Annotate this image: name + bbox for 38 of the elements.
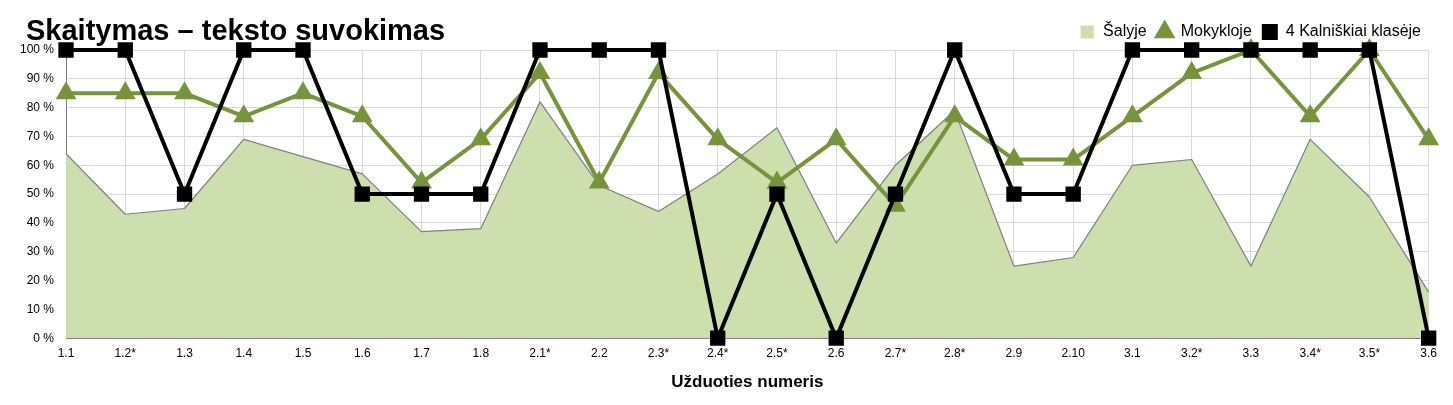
x-tick-label: 1.6 <box>353 345 371 360</box>
x-tick-label: 1.2* <box>114 345 137 360</box>
x-tick-label: 2.1* <box>529 345 551 360</box>
x-tick-label: 2.8* <box>944 345 966 360</box>
x-tick-label: 2.4* <box>707 345 729 360</box>
legend-label: 4 Kalniškiai klasėje <box>1285 22 1422 40</box>
x-tick-label: 2.3* <box>647 345 670 360</box>
y-tick-label: 70 % <box>26 128 55 143</box>
x-tick-label: 2.2 <box>590 345 608 360</box>
legend-label: Mokykloje <box>1180 22 1252 40</box>
y-tick-label: 40 % <box>26 215 55 230</box>
y-tick-label: 10 % <box>26 301 55 316</box>
y-tick-label: 80 % <box>26 99 55 114</box>
x-axis-title: Užduoties numeris <box>671 372 824 392</box>
x-tick-label: 2.5* <box>766 345 788 360</box>
x-tick-label: 2.10 <box>1061 345 1086 360</box>
x-tick-label: 2.9 <box>1005 345 1023 360</box>
x-tick-label: 1.3 <box>176 345 194 360</box>
y-tick-label: 30 % <box>26 244 55 259</box>
x-tick-label: 1.4 <box>235 345 253 360</box>
x-tick-label: 3.5* <box>1358 345 1381 360</box>
y-tick-label: 60 % <box>26 157 55 172</box>
legend-label: Šalyje <box>1103 21 1147 40</box>
x-tick-label: 3.2* <box>1181 345 1203 360</box>
x-tick-label: 1.8 <box>472 345 490 360</box>
x-tick-label: 3.1 <box>1124 345 1142 360</box>
x-tick-label: 1.5 <box>294 345 312 360</box>
y-tick-label: 20 % <box>26 272 55 287</box>
y-tick-label: 0 % <box>33 330 55 345</box>
x-tick-label: 1.1 <box>57 345 75 360</box>
x-tick-label: 2.6 <box>827 345 845 360</box>
x-tick-label: 1.7 <box>413 345 431 360</box>
x-tick-label: 3.3 <box>1242 345 1260 360</box>
x-tick-label: 3.6 <box>1420 345 1438 360</box>
y-tick-label: 50 % <box>26 186 55 201</box>
x-tick-label: 3.4* <box>1299 345 1322 360</box>
x-tick-label: 2.7* <box>884 345 907 360</box>
y-tick-label: 90 % <box>26 71 55 86</box>
